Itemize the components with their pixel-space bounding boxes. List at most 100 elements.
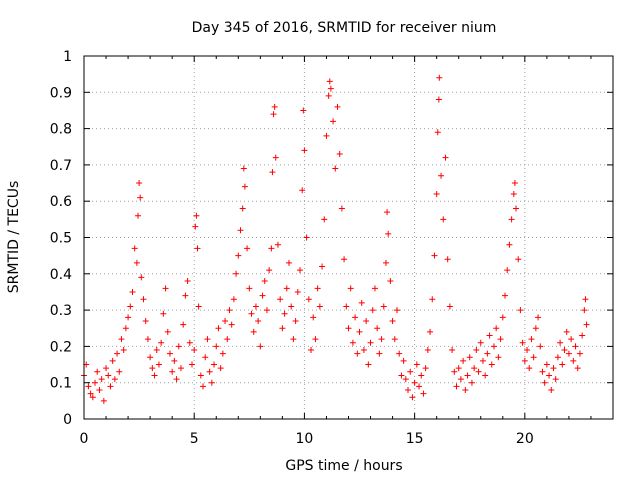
data-point-marker	[299, 187, 306, 194]
data-point-marker	[552, 376, 559, 383]
data-point-marker	[482, 372, 489, 379]
data-point-marker	[438, 172, 445, 179]
data-point-marker	[409, 394, 416, 401]
data-point-marker	[332, 165, 339, 172]
data-point-marker	[449, 347, 456, 354]
data-point-marker	[169, 368, 176, 375]
data-point-marker	[240, 165, 247, 172]
data-point-marker	[405, 386, 412, 393]
data-point-marker	[413, 361, 420, 368]
axis-ticks: 0 5 10 15 20 0 0.1 0.2 0.3 0.4 0.5 0.6 0.7 0.8 0.9 1	[50, 49, 614, 447]
data-point-marker	[446, 303, 453, 310]
data-point-marker	[186, 339, 193, 346]
data-point-marker	[228, 321, 235, 328]
y-tick-label: 0.4	[50, 267, 72, 283]
data-point-marker	[248, 310, 255, 317]
data-point-marker	[193, 212, 200, 219]
data-point-marker	[434, 129, 441, 136]
x-tick-label: 15	[406, 431, 424, 447]
data-point-marker	[182, 292, 189, 299]
data-point-marker	[208, 379, 215, 386]
data-point-marker	[380, 303, 387, 310]
data-point-marker	[158, 339, 165, 346]
data-point-marker	[501, 292, 508, 299]
data-point-marker	[389, 317, 396, 324]
data-point-marker	[204, 336, 211, 343]
data-point-marker	[246, 285, 253, 292]
data-point-marker	[197, 372, 204, 379]
data-point-marker	[137, 194, 144, 201]
data-point-marker	[215, 325, 222, 332]
data-point-marker	[581, 307, 588, 314]
data-point-marker	[535, 314, 542, 321]
data-point-marker	[252, 303, 259, 310]
data-point-marker	[451, 368, 458, 375]
data-point-marker	[384, 209, 391, 216]
data-point-marker	[376, 350, 383, 357]
data-point-marker	[316, 303, 323, 310]
data-point-marker	[548, 386, 555, 393]
y-tick-label: 0.5	[50, 231, 72, 247]
data-point-marker	[135, 212, 142, 219]
data-point-marker	[300, 107, 307, 114]
data-point-marker	[537, 343, 544, 350]
data-point-marker	[369, 307, 376, 314]
data-point-marker	[440, 216, 447, 223]
data-point-marker	[109, 357, 116, 364]
data-point-marker	[356, 328, 363, 335]
data-point-marker	[422, 365, 429, 372]
data-point-marker	[464, 372, 471, 379]
data-point-marker	[305, 296, 312, 303]
grid-lines	[84, 56, 613, 419]
data-point-marker	[230, 296, 237, 303]
data-markers	[81, 74, 590, 404]
data-point-marker	[133, 259, 140, 266]
data-point-marker	[288, 303, 295, 310]
data-point-marker	[255, 317, 262, 324]
data-point-marker	[495, 354, 502, 361]
data-point-marker	[301, 147, 308, 154]
data-point-marker	[237, 227, 244, 234]
data-point-marker	[488, 361, 495, 368]
data-point-marker	[303, 234, 310, 241]
data-point-marker	[241, 183, 248, 190]
data-point-marker	[343, 303, 350, 310]
data-point-marker	[513, 205, 520, 212]
data-point-marker	[385, 230, 392, 237]
data-point-marker	[365, 361, 372, 368]
data-point-marker	[100, 397, 107, 404]
x-tick-label: 5	[190, 431, 199, 447]
data-point-marker	[325, 92, 332, 99]
x-tick-label: 10	[296, 431, 314, 447]
data-point-marker	[497, 336, 504, 343]
data-point-marker	[222, 317, 229, 324]
data-point-marker	[107, 383, 114, 390]
data-point-marker	[563, 328, 570, 335]
x-tick-label: 20	[516, 431, 534, 447]
data-point-marker	[98, 376, 105, 383]
data-point-marker	[515, 256, 522, 263]
data-point-marker	[429, 296, 436, 303]
data-point-marker	[184, 278, 191, 285]
data-point-marker	[402, 376, 409, 383]
data-point-marker	[213, 343, 220, 350]
data-point-marker	[427, 328, 434, 335]
data-point-marker	[244, 245, 251, 252]
data-point-marker	[511, 180, 518, 187]
data-point-marker	[354, 350, 361, 357]
data-point-marker	[147, 354, 154, 361]
data-point-marker	[493, 325, 500, 332]
data-point-marker	[271, 103, 278, 110]
data-point-marker	[424, 347, 431, 354]
data-point-marker	[574, 365, 581, 372]
y-tick-label: 0.9	[50, 85, 72, 101]
data-point-marker	[371, 285, 378, 292]
data-point-marker	[125, 314, 132, 321]
data-point-marker	[261, 278, 268, 285]
data-point-marker	[85, 383, 92, 390]
data-point-marker	[122, 325, 129, 332]
data-point-marker	[151, 372, 158, 379]
data-point-marker	[442, 154, 449, 161]
data-point-marker	[279, 325, 286, 332]
